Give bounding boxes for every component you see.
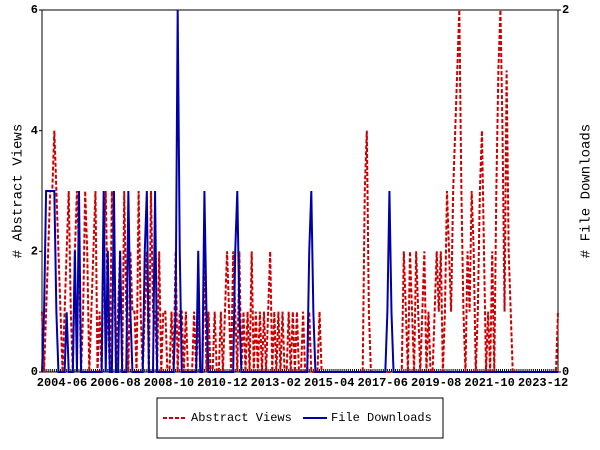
- x-tick-label: 2008-10: [144, 376, 194, 390]
- x-tick-label: 2023-12: [518, 376, 568, 390]
- y2-tick-label: 0: [562, 365, 569, 379]
- legend: [156, 397, 444, 439]
- x-tick-label: 2004-06: [37, 376, 87, 390]
- y-tick-label: 6: [31, 3, 38, 17]
- legend-label: Abstract Views: [191, 411, 292, 425]
- y-tick-label: 2: [31, 245, 38, 259]
- y2-axis-label: # File Downloads: [579, 124, 595, 258]
- series-line: [41, 9, 558, 373]
- legend-label: File Downloads: [331, 411, 432, 425]
- y-axis-label: # Abstract Views: [11, 124, 27, 258]
- x-tick-label: 2013-02: [251, 376, 301, 390]
- x-tick-label: 2021-10: [464, 376, 514, 390]
- y2-tick-label: 2: [562, 3, 569, 17]
- x-tick-label: 2019-08: [411, 376, 461, 390]
- x-tick-label: 2006-08: [90, 376, 140, 390]
- y-tick-label: 0: [31, 365, 38, 379]
- x-tick-label: 2010-12: [197, 376, 247, 390]
- x-tick-label: 2017-06: [357, 376, 407, 390]
- y-tick-label: 4: [31, 124, 38, 138]
- x-tick-label: 2015-04: [304, 376, 354, 390]
